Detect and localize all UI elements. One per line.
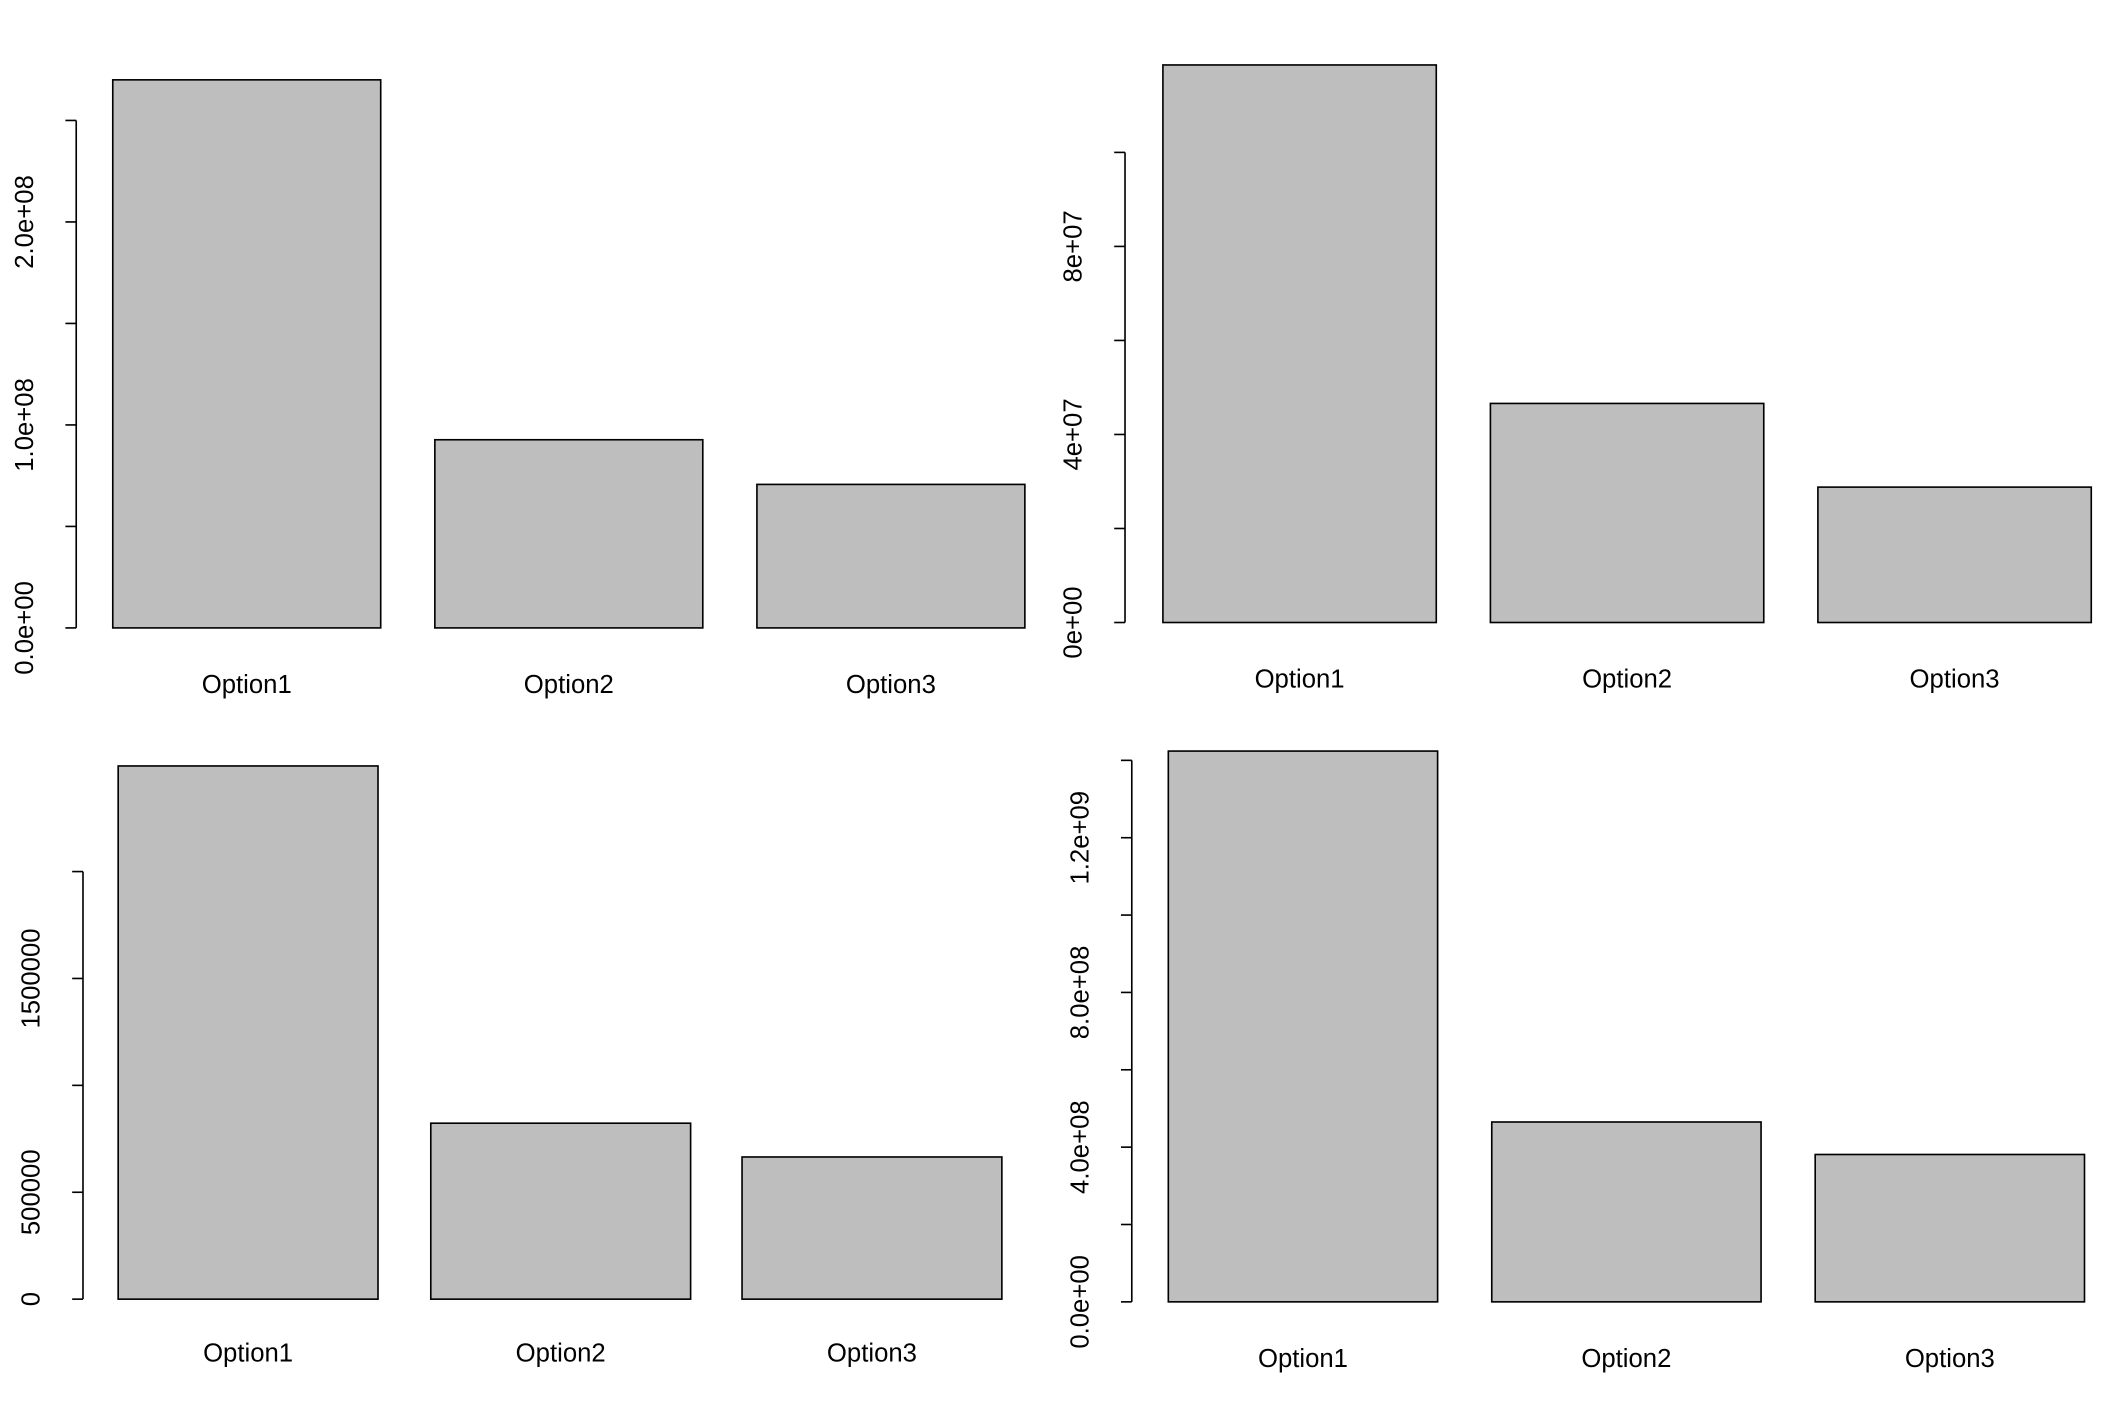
x-tick-label: Option3 bbox=[1905, 1345, 1995, 1373]
y-tick-label: 4.0e+08 bbox=[1067, 1100, 1095, 1194]
y-tick-label: 8e+07 bbox=[1060, 210, 1088, 282]
bar bbox=[1162, 64, 1438, 624]
x-tick-label: Option3 bbox=[827, 1339, 917, 1367]
y-tick-label: 500000 bbox=[18, 1149, 46, 1235]
bar bbox=[741, 1156, 1003, 1300]
x-tick-label: Option1 bbox=[203, 1339, 293, 1367]
y-tick-label: 0 bbox=[18, 1292, 46, 1306]
x-tick-label: Option2 bbox=[516, 1339, 606, 1367]
x-tick-label: Option1 bbox=[202, 671, 292, 699]
y-tick-label: 1.0e+08 bbox=[11, 378, 39, 472]
bar bbox=[1817, 486, 2093, 624]
x-tick-label: Option2 bbox=[1582, 665, 1672, 693]
x-tick-label: Option2 bbox=[524, 671, 614, 699]
bar bbox=[756, 483, 1026, 629]
y-tick-label: 0e+00 bbox=[1060, 586, 1088, 658]
bar bbox=[429, 1122, 692, 1300]
x-tick-label: Option1 bbox=[1258, 1345, 1348, 1373]
x-tick-label: Option3 bbox=[1910, 665, 2000, 693]
bar bbox=[1489, 402, 1765, 624]
bar bbox=[111, 79, 382, 629]
bar bbox=[117, 765, 379, 1300]
bar bbox=[1167, 750, 1439, 1303]
x-tick-label: Option1 bbox=[1255, 665, 1345, 693]
y-tick-label: 2.0e+08 bbox=[11, 175, 39, 269]
bar bbox=[1814, 1153, 2086, 1303]
y-tick-label: 4e+07 bbox=[1060, 398, 1088, 470]
x-tick-label: Option2 bbox=[1581, 1345, 1671, 1373]
x-tick-label: Option3 bbox=[846, 671, 936, 699]
y-tick-label: 0.0e+00 bbox=[1067, 1255, 1095, 1349]
bar bbox=[434, 438, 704, 629]
y-tick-label: 8.0e+08 bbox=[1067, 946, 1095, 1040]
y-tick-label: 1.2e+09 bbox=[1067, 791, 1095, 885]
y-tick-label: 1500000 bbox=[18, 928, 46, 1028]
bar bbox=[1490, 1121, 1762, 1303]
y-tick-label: 0.0e+00 bbox=[11, 581, 39, 675]
